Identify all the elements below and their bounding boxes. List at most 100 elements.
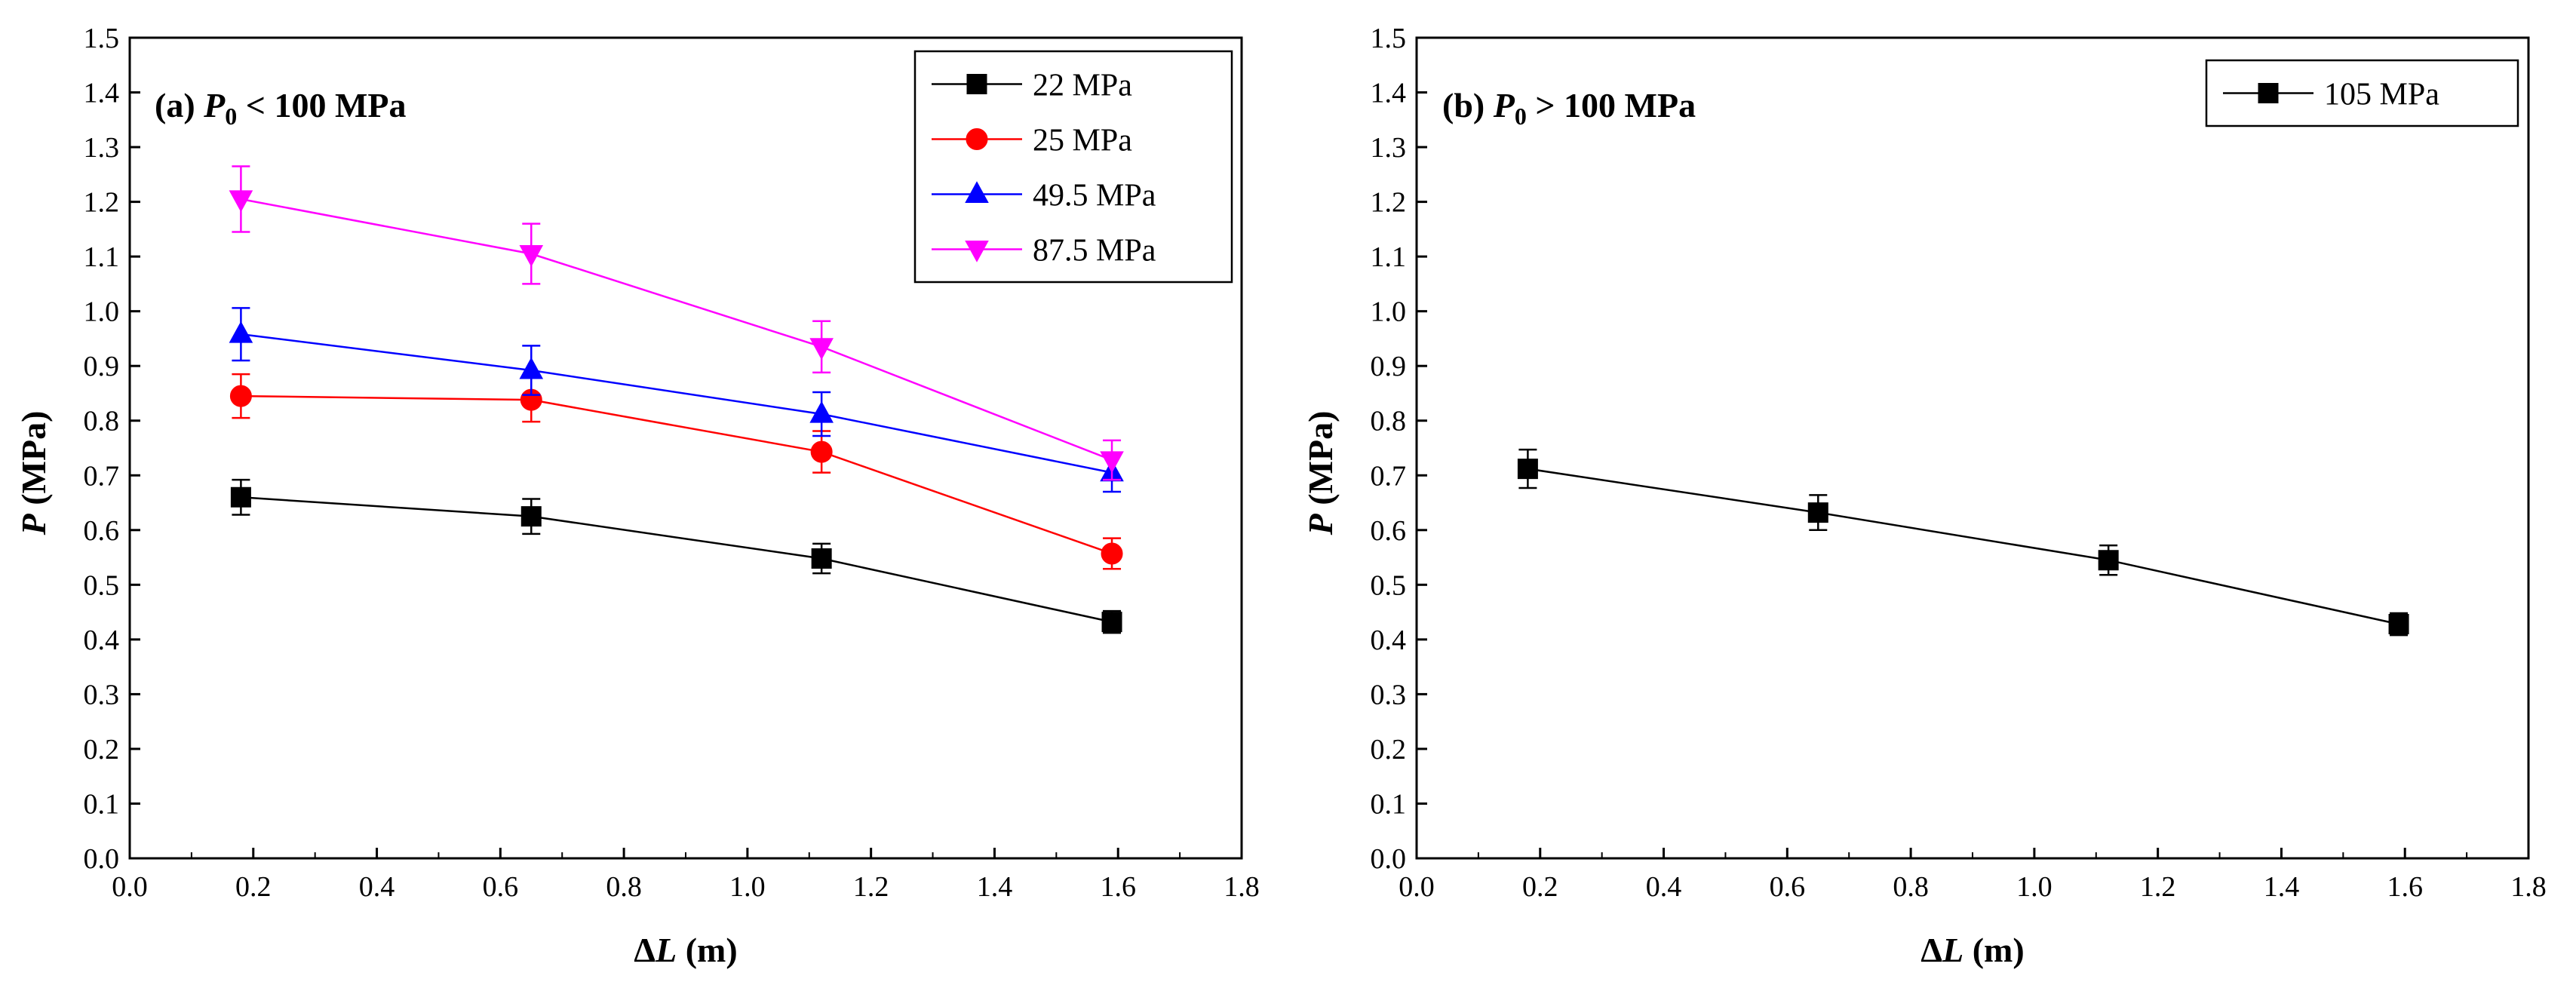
- panel-b-x-tick-label: 1.2: [2140, 871, 2176, 903]
- panel-a-series-line: [241, 333, 1113, 474]
- panel-b-y-tick-label: 1.2: [1371, 187, 1407, 219]
- panel-a-x-axis-title: ΔL (m): [634, 931, 737, 969]
- panel-a-legend-label: 87.5 MPa: [1033, 234, 1156, 269]
- panel-a-label: (a) P0 < 100 MPa: [155, 86, 406, 130]
- panel-a: 0.0 0.2 0.4 0.6 0.8 1.0 1.2 1.4 1.6 1.8 0.0 0.1 0.2 0…: [14, 23, 1260, 969]
- panel-b-data-point: [1807, 502, 1828, 523]
- panel-a-series-line: [241, 394, 1113, 555]
- panel-a-y-tick-label: 1.5: [84, 23, 120, 54]
- panel-a-y-tick-label: 0.8: [84, 406, 120, 437]
- panel-a-y-tick-label: 1.4: [84, 78, 120, 109]
- panel-b-legend: 105 MPa: [2205, 59, 2519, 127]
- panel-a-plot: 0.0 0.2 0.4 0.6 0.8 1.0 1.2 1.4 1.6 1.8 0.0 0.1 0.2 0…: [84, 23, 1260, 903]
- panel-a-y-tick-label: 0.3: [84, 679, 120, 710]
- panel-a-y-tick-label: 0.1: [84, 788, 120, 820]
- panel-a-legend: 22 MPa 25 MPa 49.5 MPa 87.5 MPa: [913, 50, 1233, 284]
- panel-a-data-point: [520, 506, 542, 527]
- panel-a-x-tick-label: 0.4: [359, 871, 395, 903]
- panel-b-x-axis-title: ΔL (m): [1920, 931, 2024, 969]
- panel-b-x-tick-label: 0.4: [1646, 871, 1682, 903]
- panel-b-x-tick-label: 0.8: [1893, 871, 1929, 903]
- panel-a-x-tick-label: 1.4: [977, 871, 1013, 903]
- panel-a-x-tick-label: 0.0: [112, 871, 148, 903]
- panel-a-data-point: [519, 244, 544, 267]
- panel-b-y-tick-label: 1.3: [1371, 132, 1407, 164]
- panel-b-y-tick-label: 1.5: [1371, 23, 1407, 54]
- panel-b-data-point: [2388, 614, 2409, 635]
- panel-a-y-tick-label: 0.9: [84, 351, 120, 382]
- panel-a-x-tick-label: 0.6: [483, 871, 519, 903]
- panel-a-data-point: [229, 190, 253, 213]
- panel-a-data-point: [811, 548, 832, 569]
- panel-a-y-tick-label: 0.0: [84, 843, 120, 875]
- panel-b-y-tick-label: 0.2: [1371, 734, 1407, 766]
- panel-b-y-axis-title: P (MPa): [1301, 411, 1340, 536]
- panel-b-y-tick-label: 1.0: [1371, 296, 1407, 328]
- panel-b-legend-label: 105 MPa: [2324, 78, 2439, 112]
- panel-b: 0.0 0.2 0.4 0.6 0.8 1.0 1.2 1.4 1.6 1.8 0.0 0.1 0.2 0…: [1301, 23, 2547, 969]
- panel-a-legend-marker: [966, 74, 987, 94]
- panel-a-series-49-5-mpa: [229, 307, 1124, 493]
- panel-a-y-axis-title: P (MPa): [14, 411, 53, 536]
- panel-a-legend-marker: [966, 128, 988, 150]
- panel-a-data-point: [230, 486, 251, 508]
- panel-b-plot: 0.0 0.2 0.4 0.6 0.8 1.0 1.2 1.4 1.6 1.8 0.0 0.1 0.2 0…: [1371, 23, 2547, 903]
- panel-a-data-point: [229, 385, 252, 407]
- panel-a-x-tick-label: 1.6: [1100, 871, 1136, 903]
- panel-a-data-point: [810, 440, 833, 463]
- panel-b-y-tick-label: 0.3: [1371, 679, 1407, 710]
- panel-b-x-tick-label: 0.6: [1770, 871, 1806, 903]
- panel-a-series-87-5-mpa: [229, 165, 1124, 481]
- panel-b-x-tick-label: 1.8: [2510, 871, 2547, 903]
- panel-a-y-tick-label: 0.7: [84, 460, 120, 492]
- panel-a-y-tick-label: 0.5: [84, 569, 120, 601]
- panel-b-label: (b) P0 > 100 MPa: [1442, 86, 1696, 130]
- panel-b-y-tick-label: 0.6: [1371, 515, 1407, 547]
- panel-a-x-tick-label: 0.2: [235, 871, 272, 903]
- panel-a-x-tick-label: 1.8: [1224, 871, 1260, 903]
- panel-a-legend-label: 25 MPa: [1033, 124, 1132, 158]
- panel-a-x-tick-label: 0.8: [606, 871, 642, 903]
- panel-a-y-tick-label: 0.6: [84, 515, 120, 547]
- panel-b-y-tick-label: 0.7: [1371, 460, 1407, 492]
- panel-a-legend-label: 49.5 MPa: [1033, 179, 1156, 213]
- panel-a-data-point: [1101, 542, 1123, 565]
- panel-b-series-line: [1527, 468, 2399, 625]
- panel-b-y-tick-label: 0.8: [1371, 406, 1407, 437]
- panel-b-y-tick-label: 0.5: [1371, 569, 1407, 601]
- panel-a-x-tick-label: 1.0: [729, 871, 766, 903]
- panel-a-y-tick-label: 1.1: [84, 241, 120, 273]
- panel-a-data-point: [1100, 451, 1124, 474]
- panel-a-series-25-mpa: [229, 373, 1123, 570]
- panel-a-series-line: [241, 198, 1113, 462]
- panel-b-y-tick-label: 0.9: [1371, 351, 1407, 382]
- panel-a-x-tick-label: 1.2: [853, 871, 889, 903]
- panel-b-y-tick-label: 0.0: [1371, 843, 1407, 875]
- panel-b-x-tick-label: 1.6: [2387, 871, 2423, 903]
- panel-a-data-point: [809, 400, 834, 423]
- panel-b-legend-marker: [2258, 83, 2279, 103]
- panel-a-y-tick-label: 1.2: [84, 187, 120, 219]
- panel-a-data-point: [809, 338, 834, 361]
- panel-b-x-tick-label: 1.0: [2016, 871, 2053, 903]
- panel-a-y-tick-label: 0.4: [84, 624, 120, 656]
- panel-a-data-point: [519, 357, 544, 379]
- panel-b-y-tick-label: 0.1: [1371, 788, 1407, 820]
- panel-a-data-point: [229, 321, 253, 343]
- panel-a-series-line: [241, 496, 1113, 623]
- panel-a-y-tick-label: 0.2: [84, 734, 120, 766]
- panel-b-y-tick-label: 1.1: [1371, 241, 1407, 273]
- panel-b-x-tick-label: 0.2: [1522, 871, 1558, 903]
- panel-a-y-tick-label: 1.0: [84, 296, 120, 328]
- panel-b-series-105-mpa: [1517, 448, 2409, 637]
- panel-b-plot-frame: [1415, 36, 2530, 860]
- panel-b-data-point: [1517, 459, 1538, 480]
- panel-b-data-point: [2098, 550, 2119, 571]
- panel-b-y-tick-label: 1.4: [1371, 78, 1407, 109]
- panel-b-x-tick-label: 0.0: [1399, 871, 1435, 903]
- panel-b-y-tick-label: 0.4: [1371, 624, 1407, 656]
- panel-a-series-22-mpa: [230, 478, 1122, 634]
- panel-a-data-point: [1101, 612, 1122, 633]
- panel-a-legend-marker: [965, 240, 989, 262]
